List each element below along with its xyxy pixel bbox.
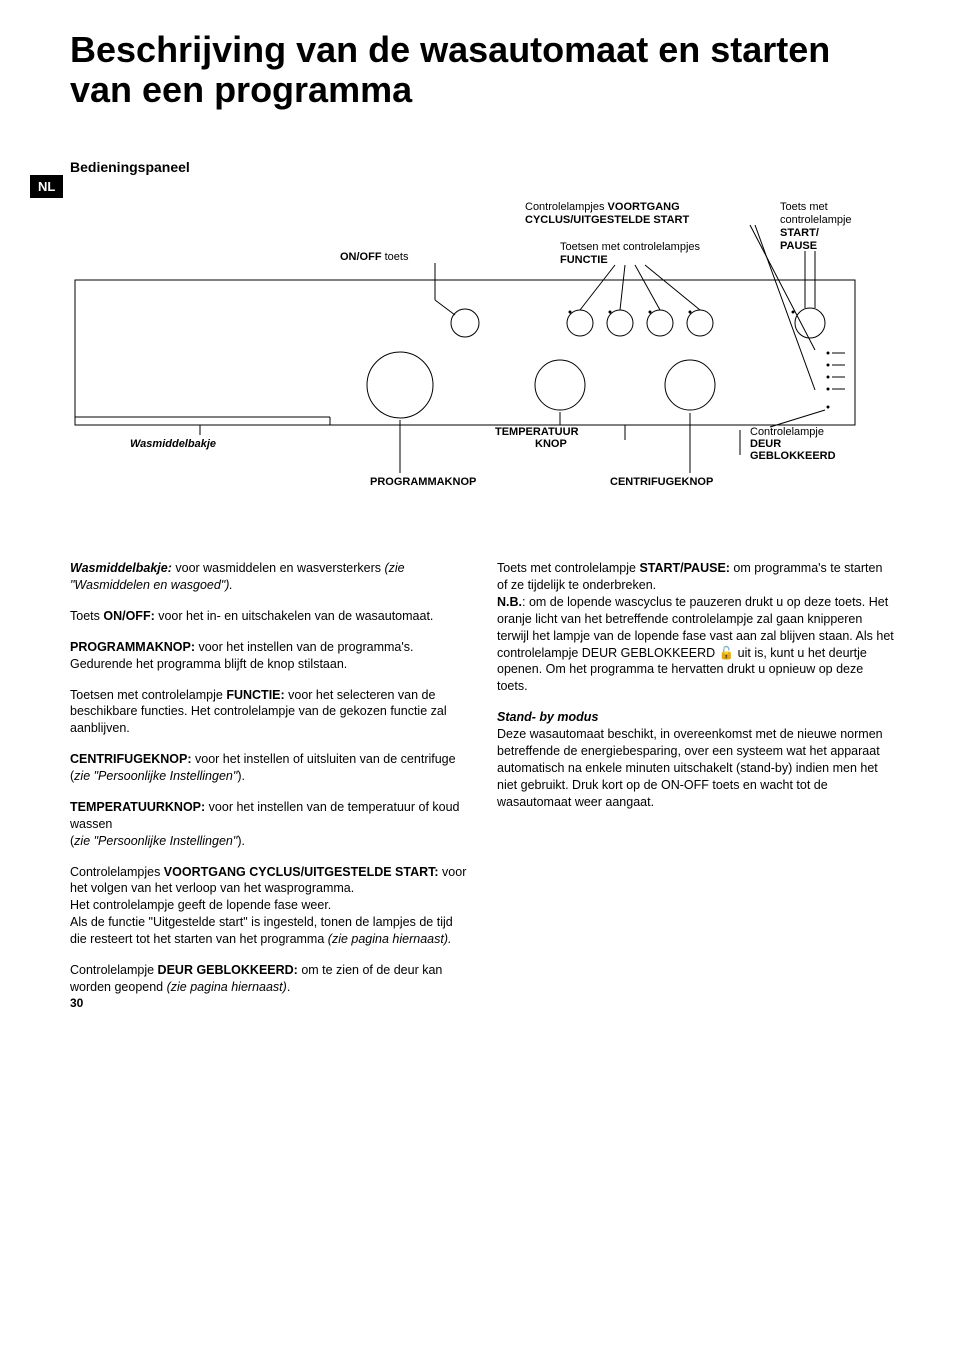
control-panel-diagram: Controlelampjes VOORTGANG CYCLUS/UITGEST… (70, 195, 894, 510)
svg-text:PROGRAMMAKNOP: PROGRAMMAKNOP (370, 476, 476, 488)
language-tab: NL (30, 175, 63, 198)
svg-text:KNOP: KNOP (535, 438, 567, 450)
svg-text:Toetsen met controlelampjes: Toetsen met controlelampjes (560, 241, 701, 253)
body-columns: Wasmiddelbakje: voor wasmiddelen en wasv… (70, 560, 894, 1010)
para-programmaknop: PROGRAMMAKNOP: voor het instellen van de… (70, 639, 467, 673)
svg-text:Controlelampje: Controlelampje (750, 426, 824, 438)
para-wasmiddelbakje: Wasmiddelbakje: voor wasmiddelen en wasv… (70, 560, 467, 594)
svg-text:FUNCTIE: FUNCTIE (560, 254, 608, 266)
svg-text:CENTRIFUGEKNOP: CENTRIFUGEKNOP (610, 476, 713, 488)
para-deur: Controlelampje DEUR GEBLOKKEERD: om te z… (70, 962, 467, 996)
para-functie: Toetsen met controlelampje FUNCTIE: voor… (70, 687, 467, 738)
svg-text:START/: START/ (780, 227, 819, 239)
svg-text:DEUR: DEUR (750, 438, 781, 450)
svg-text:PAUSE: PAUSE (780, 240, 817, 252)
svg-text:ON/OFF toets: ON/OFF toets (340, 251, 409, 263)
svg-text:Wasmiddelbakje: Wasmiddelbakje (130, 438, 216, 450)
right-column: Toets met controlelampje START/PAUSE: om… (497, 560, 894, 1010)
svg-text:Toets met: Toets met (780, 201, 828, 213)
svg-text:Controlelampjes VOORTGANG: Controlelampjes VOORTGANG (525, 201, 680, 213)
para-standby: Stand- by modusDeze wasautomaat beschikt… (497, 709, 894, 810)
section-heading: Bedieningspaneel (70, 159, 894, 175)
para-onoff: Toets ON/OFF: voor het in- en uitschakel… (70, 608, 467, 625)
page-number: 30 (70, 996, 83, 1010)
svg-text:controlelampje: controlelampje (780, 214, 852, 226)
left-column: Wasmiddelbakje: voor wasmiddelen en wasv… (70, 560, 467, 1010)
page-title: Beschrijving van de wasautomaat en start… (70, 30, 894, 109)
para-centrifuge: CENTRIFUGEKNOP: voor het instellen of ui… (70, 751, 467, 785)
para-startpause: Toets met controlelampje START/PAUSE: om… (497, 560, 894, 695)
svg-text:TEMPERATUUR: TEMPERATUUR (495, 426, 579, 438)
svg-text:CYCLUS/UITGESTELDE START: CYCLUS/UITGESTELDE START (525, 214, 689, 226)
para-voortgang: Controlelampjes VOORTGANG CYCLUS/UITGEST… (70, 864, 467, 948)
svg-text:GEBLOKKEERD: GEBLOKKEERD (750, 450, 836, 462)
para-temperatuur: TEMPERATUURKNOP: voor het instellen van … (70, 799, 467, 850)
